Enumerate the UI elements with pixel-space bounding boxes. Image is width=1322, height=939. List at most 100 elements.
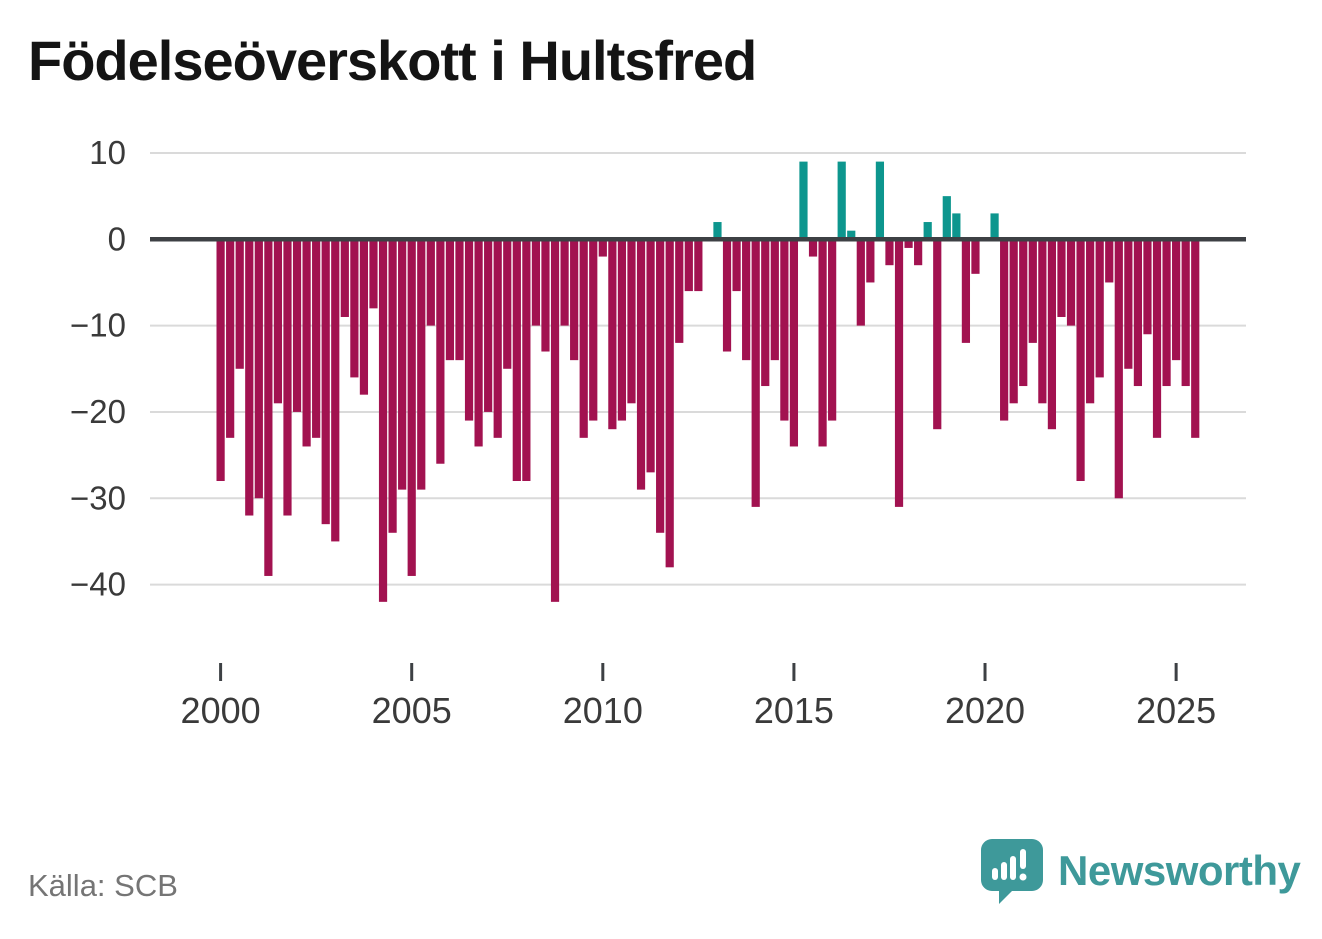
quarter-bar [579,239,588,438]
quarter-bar [273,239,283,404]
quarter-bar [675,239,684,343]
logo-bar-1 [992,868,998,880]
quarter-bar [1047,239,1057,430]
x-tick-label: 2000 [181,690,261,731]
quarter-bar [264,239,273,576]
quarter-bar [818,239,827,447]
quarter-bar [961,239,971,343]
quarter-bar [1191,239,1200,438]
x-tick-label: 2025 [1136,690,1216,731]
quarter-bar [894,239,904,507]
quarter-bar [1124,239,1133,369]
quarter-bar [388,239,397,533]
quarter-bar [770,239,779,361]
quarter-bar [1133,239,1143,387]
quarter-bar [751,239,760,507]
quarter-bar [598,239,607,257]
quarter-bar [694,239,703,292]
quarter-bar [503,239,512,369]
quarter-bar [617,239,627,421]
quarter-bar [589,239,598,421]
quarter-bar [914,239,923,266]
quarter-bar [1181,239,1190,387]
quarter-bar [216,239,225,481]
quarter-bar [484,239,493,412]
quarter-bar [608,239,617,430]
quarter-bar [398,239,407,490]
quarter-bar [436,239,445,464]
quarter-bar [636,239,646,490]
quarter-bar [942,196,951,240]
quarter-bar [923,222,932,240]
quarter-bar [426,239,435,326]
quarter-bar [1038,239,1047,404]
quarter-bar [359,239,369,395]
quarter-bar [560,239,569,326]
quarter-bar [417,239,426,490]
quarter-bar [875,161,885,240]
newsworthy-logo-text: Newsworthy [1058,847,1301,894]
y-tick-label: −40 [70,566,126,603]
quarter-bar [808,239,818,257]
y-tick-label: −10 [70,307,126,344]
quarter-bar [933,239,942,430]
quarter-bar [455,239,464,361]
y-tick-label: 10 [89,134,126,171]
x-tick-label: 2005 [372,690,452,731]
quarter-bar [761,239,770,387]
quarter-bar [312,239,321,438]
newsworthy-brand: Newsworthy [980,838,1301,904]
quarter-bar [684,239,693,292]
quarter-bar [1172,239,1181,361]
quarter-bar [321,239,330,525]
quarter-bar [1000,239,1009,421]
quarter-bar [885,239,894,266]
quarter-bar [828,239,837,421]
quarter-bar [1028,239,1037,343]
logo-exclamation-stem [1020,849,1026,869]
source-label: Källa: SCB [28,868,178,903]
quarter-bar [713,222,722,240]
quarter-bar [1009,239,1018,404]
quarter-bar [235,239,244,369]
quarter-bar [1057,239,1066,317]
quarter-bar [302,239,311,447]
quarter-bar [866,239,875,283]
quarter-bar [656,239,665,533]
quarter-bar [952,213,961,240]
x-tick-label: 2020 [945,690,1025,731]
quarter-bar [522,239,531,481]
quarter-bar [904,239,913,248]
quarter-bar [799,161,808,240]
quarter-bar [856,239,865,326]
quarter-bar [971,239,980,274]
quarter-bar [283,239,292,516]
quarter-bar [474,239,483,447]
quarter-bar [837,161,846,240]
chart-title: Födelseöverskott i Hultsfred [28,29,757,92]
quarter-bar [350,239,359,378]
quarter-bar [226,239,235,438]
quarter-bar [1143,239,1152,335]
quarter-bar [254,239,263,499]
quarter-bar [331,239,340,542]
quarter-bar [990,213,999,240]
quarter-bar [1086,239,1095,404]
quarter-bar [550,239,560,602]
quarter-bar [665,239,674,568]
quarter-bar [464,239,474,421]
quarter-bar [1105,239,1114,283]
quarter-bar [541,239,550,352]
quarter-bar [627,239,636,404]
quarter-bar [245,239,254,516]
quarter-bar [847,230,856,240]
newsworthy-logo-icon [981,839,1043,904]
quarter-bar [780,239,789,421]
quarter-bar [742,239,751,361]
quarter-bar [646,239,655,473]
quarter-bar [407,239,416,576]
quarter-bar [570,239,579,361]
quarter-bar [531,239,541,326]
bar-chart-canvas: 10 0 −10 −20 −30 −40 2000 2005 2010 2015 2020 2025 [70,134,1246,731]
